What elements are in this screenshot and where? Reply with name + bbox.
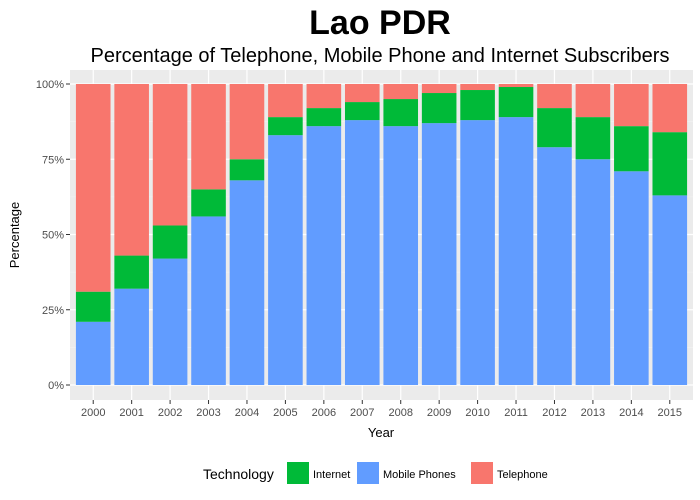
- bar-internet-2011: [498, 87, 534, 118]
- legend-title: Technology: [203, 466, 274, 482]
- y-tick-label: 0%: [48, 380, 64, 392]
- x-tick-label: 2010: [465, 407, 489, 419]
- y-tick-label: 50%: [42, 230, 64, 242]
- legend-label-internet: Internet: [313, 469, 350, 481]
- x-tick-label: 2011: [504, 407, 528, 419]
- bar-telephone-2009: [421, 84, 457, 94]
- bar-telephone-2010: [460, 84, 495, 91]
- bar-mobile-phones-2008: [383, 126, 419, 385]
- x-axis-ticks: 2000 2001 2002 2003 2004 2005 2006 2007 2008 2009…: [81, 400, 682, 419]
- bar-internet-2008: [383, 99, 419, 127]
- bar-internet-2001: [114, 255, 149, 289]
- x-axis-label: Year: [368, 425, 395, 440]
- bar-mobile-phones-2003: [191, 216, 226, 385]
- bar-internet-2013: [575, 117, 611, 160]
- bar-mobile-phones-2014: [614, 171, 649, 385]
- bar-telephone-2000: [75, 84, 111, 292]
- bar-internet-2005: [268, 117, 303, 136]
- bar-internet-2004: [229, 159, 265, 181]
- x-tick-label: 2000: [81, 407, 105, 419]
- bar-telephone-2002: [152, 84, 188, 226]
- bar-telephone-2004: [229, 84, 265, 160]
- bar-internet-2003: [191, 189, 226, 217]
- bar-mobile-phones-2012: [537, 147, 572, 385]
- chart-title: Lao PDR: [309, 4, 451, 42]
- legend-key-mobile-phones: [357, 462, 379, 484]
- y-tick-label: 75%: [42, 154, 64, 166]
- bar-internet-2009: [421, 93, 457, 124]
- bar-mobile-phones-2005: [268, 135, 303, 385]
- x-tick-label: 2012: [542, 407, 566, 419]
- bar-mobile-phones-2013: [575, 159, 611, 385]
- bar-mobile-phones-2002: [152, 258, 188, 385]
- bar-telephone-2012: [537, 84, 572, 109]
- x-tick-label: 2002: [158, 407, 182, 419]
- bar-internet-2012: [537, 108, 572, 148]
- bar-internet-2002: [152, 225, 188, 259]
- bar-mobile-phones-2001: [114, 288, 149, 385]
- bar-telephone-2001: [114, 84, 149, 256]
- x-tick-label: 2014: [619, 407, 643, 419]
- y-axis-label: Percentage: [7, 202, 22, 269]
- x-tick-label: 2015: [658, 407, 682, 419]
- bar-internet-2006: [306, 108, 342, 127]
- bar-telephone-2013: [575, 84, 611, 118]
- bar-internet-2010: [460, 90, 495, 121]
- bar-telephone-2003: [191, 84, 226, 190]
- x-tick-label: 2009: [427, 407, 451, 419]
- bar-telephone-2014: [614, 84, 649, 127]
- bar-telephone-2007: [344, 84, 380, 103]
- bar-telephone-2011: [498, 84, 534, 88]
- bar-telephone-2006: [306, 84, 342, 109]
- legend-key-internet: [287, 462, 309, 484]
- bar-mobile-phones-2007: [344, 120, 380, 386]
- bar-mobile-phones-2010: [460, 120, 495, 386]
- bar-internet-2007: [344, 102, 380, 121]
- x-tick-label: 2004: [235, 407, 259, 419]
- x-tick-label: 2005: [273, 407, 297, 419]
- y-tick-label: 100%: [36, 79, 64, 91]
- x-tick-label: 2008: [388, 407, 412, 419]
- bar-internet-2015: [652, 132, 688, 196]
- legend-label-mobile-phones: Mobile Phones: [383, 469, 456, 481]
- x-tick-label: 2003: [196, 407, 220, 419]
- bar-mobile-phones-2015: [652, 195, 688, 385]
- bar-telephone-2005: [268, 84, 303, 118]
- chart-subtitle: Percentage of Telephone, Mobile Phone an…: [91, 45, 670, 67]
- bar-mobile-phones-2004: [229, 180, 265, 385]
- bar-mobile-phones-2006: [306, 126, 342, 385]
- x-tick-label: 2007: [350, 407, 374, 419]
- bar-telephone-2015: [652, 84, 688, 133]
- bars: [75, 84, 688, 386]
- bar-internet-2000: [75, 291, 111, 322]
- x-tick-label: 2013: [581, 407, 605, 419]
- y-tick-label: 25%: [42, 305, 64, 317]
- bar-telephone-2008: [383, 84, 419, 100]
- bar-mobile-phones-2011: [498, 117, 534, 386]
- legend: Technology Internet Mobile Phones Teleph…: [203, 462, 548, 484]
- x-tick-label: 2001: [119, 407, 143, 419]
- bar-mobile-phones-2000: [75, 321, 111, 385]
- bar-mobile-phones-2009: [421, 123, 457, 385]
- y-axis-ticks: 0% 25% 50% 75% 100%: [36, 79, 70, 392]
- legend-label-telephone: Telephone: [497, 469, 548, 481]
- legend-key-telephone: [471, 462, 493, 484]
- x-tick-label: 2006: [312, 407, 336, 419]
- bar-internet-2014: [614, 126, 649, 172]
